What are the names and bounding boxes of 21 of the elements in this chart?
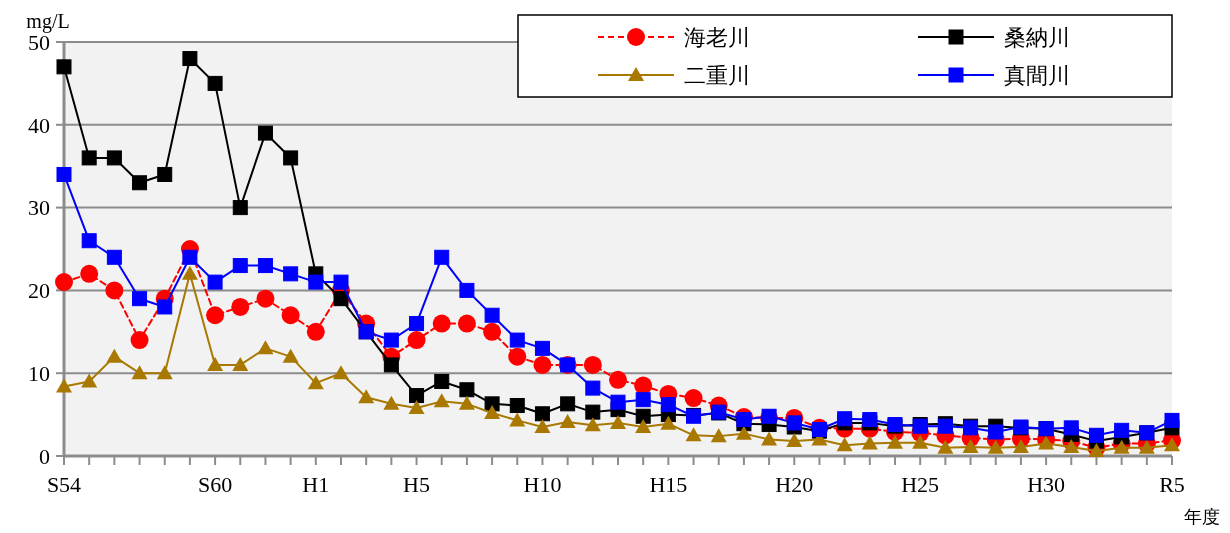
x-axis-title: 年度 [1184, 507, 1220, 527]
y-tick-label: 20 [28, 278, 50, 304]
y-axis-title: mg/L [26, 10, 70, 33]
x-tick-label: S60 [197, 472, 233, 497]
x-tick-label: H25 [901, 472, 940, 497]
x-tick-label: H1 [302, 472, 330, 497]
x-tick-label: H10 [523, 472, 562, 497]
legend-label: 桑納川 [1004, 24, 1070, 50]
legend-label: 真間川 [1004, 62, 1070, 88]
x-tick-label: S54 [46, 472, 82, 497]
x-tick-label: H20 [775, 472, 814, 497]
y-tick-label: 10 [28, 360, 50, 386]
x-tick-label: H30 [1027, 472, 1066, 497]
y-tick-label: 0 [39, 443, 50, 469]
legend-label: 海老川 [684, 24, 750, 50]
y-tick-label: 30 [28, 195, 50, 221]
y-tick-label: 40 [28, 112, 50, 138]
legend-label: 二重川 [684, 62, 750, 88]
x-tick-label: H5 [403, 472, 430, 497]
x-tick-label: H15 [649, 472, 688, 497]
x-tick-label: R5 [1159, 472, 1185, 497]
